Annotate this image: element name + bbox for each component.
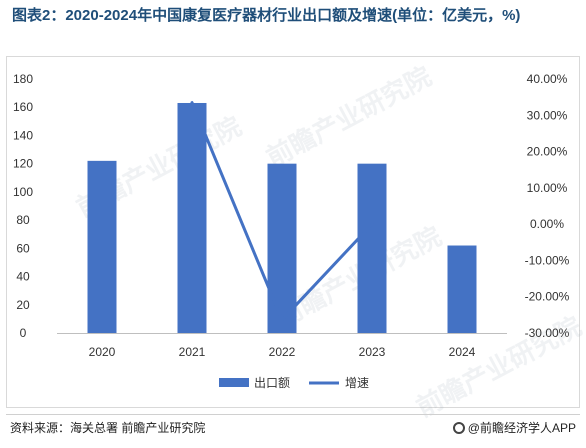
y-left-tick-label: 0 [20, 326, 27, 340]
y-right-tick-label: 40.00% [527, 72, 568, 86]
y-right-tick-label: -20.00% [525, 290, 570, 304]
y-left-tick-label: 180 [13, 72, 33, 86]
y-left-tick-label: 120 [13, 157, 33, 171]
legend-swatch-bar [219, 378, 249, 387]
x-tick-label: 2020 [89, 345, 116, 359]
y-left-tick-label: 160 [13, 100, 33, 114]
chart-frame: 前瞻产业研究院 前瞻产业研究院 前瞻产业研究院 前瞻产业研究院 02040608… [6, 56, 586, 423]
bar [177, 102, 207, 333]
bar [267, 163, 297, 333]
y-left-tick-label: 140 [13, 128, 33, 142]
source-note: 资料来源：海关总署 前瞻产业研究院 [10, 421, 206, 435]
y-right-tick-label: -10.00% [525, 253, 570, 267]
y-left-tick-label: 100 [13, 185, 33, 199]
brand-label: @前瞻经济学人APP [467, 421, 576, 435]
brand-logo-icon [452, 421, 465, 434]
bar [357, 163, 387, 333]
x-tick-label: 2022 [269, 345, 296, 359]
x-tick-label: 2023 [359, 345, 386, 359]
y-right-tick-label: 10.00% [527, 181, 568, 195]
brand-credit: @前瞻经济学人APP [452, 419, 576, 436]
y-right-tick-label: -30.00% [525, 326, 570, 340]
y-left-tick-label: 40 [16, 270, 30, 284]
x-tick-label: 2021 [179, 345, 206, 359]
y-left-tick-label: 20 [16, 298, 30, 312]
y-right-tick-label: 0.00% [530, 217, 564, 231]
x-tick-label: 2024 [449, 345, 476, 359]
combo-chart: 0 20 40 60 80 100 120 140 160 180 -30.00% -20.00% -1… [13, 72, 570, 390]
y-left-tick-label: 80 [16, 213, 30, 227]
y-left-tick-label: 60 [16, 241, 30, 255]
bar [87, 160, 117, 333]
chart-title: 图表2：2020-2024年中国康复医疗器材行业出口额及增速(单位：亿美元，%) [12, 7, 521, 24]
footer-divider [6, 414, 580, 415]
y-right-tick-label: 30.00% [527, 108, 568, 122]
y-right-tick-label: 20.00% [527, 145, 568, 159]
legend-label: 出口额 [254, 376, 290, 390]
bar [447, 245, 477, 333]
legend-label: 增速 [345, 376, 369, 390]
